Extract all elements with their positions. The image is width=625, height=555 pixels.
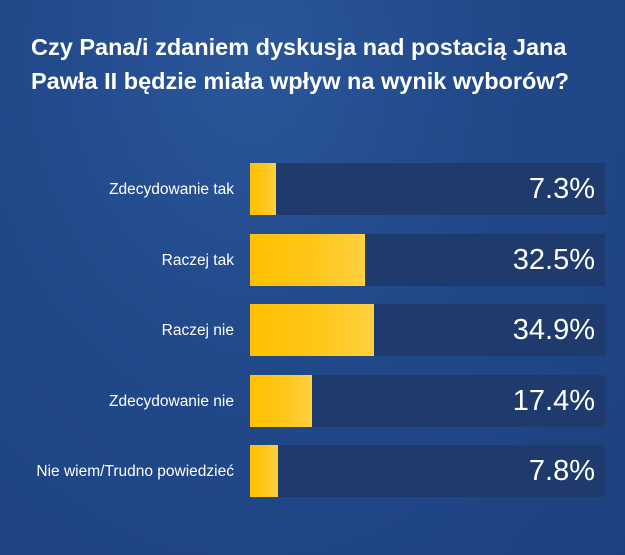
bar-row: Zdecydowanie tak 7.3%	[0, 163, 625, 215]
value-label: 17.4%	[512, 384, 595, 417]
bar-track: 32.5%	[250, 234, 605, 286]
value-label: 7.3%	[528, 172, 595, 205]
bar-track: 7.8%	[250, 445, 605, 497]
category-label: Raczej tak	[161, 251, 234, 269]
bar-row: Raczej tak 32.5%	[0, 234, 625, 286]
category-label: Raczej nie	[161, 321, 234, 339]
value-label: 7.8%	[528, 454, 595, 487]
bar-row: Zdecydowanie nie 17.4%	[0, 375, 625, 427]
bar	[250, 445, 278, 497]
category-label: Zdecydowanie nie	[109, 392, 234, 410]
bar	[250, 375, 312, 427]
category-label: Nie wiem/Trudno powiedzieć	[36, 462, 234, 480]
bar	[250, 163, 276, 215]
bar	[250, 304, 374, 356]
value-label: 32.5%	[512, 243, 595, 276]
bar-track: 7.3%	[250, 163, 605, 215]
category-label: Zdecydowanie tak	[109, 180, 234, 198]
chart-title: Czy Pana/i zdaniem dyskusja nad postacią…	[31, 34, 570, 94]
bar-row: Raczej nie 34.9%	[0, 304, 625, 356]
bar-track: 34.9%	[250, 304, 605, 356]
bar-track: 17.4%	[250, 375, 605, 427]
bar-row: Nie wiem/Trudno powiedzieć 7.8%	[0, 445, 625, 497]
value-label: 34.9%	[512, 313, 595, 346]
bar	[250, 234, 366, 286]
